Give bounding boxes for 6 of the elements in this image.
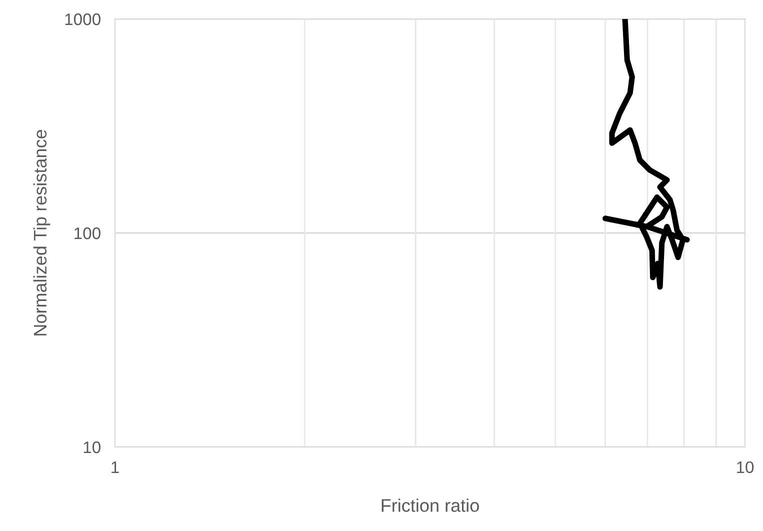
y-axis-title: Normalized Tip resistance	[33, 130, 50, 336]
x-axis-title: Friction ratio	[382, 498, 479, 512]
x-tick-label: 1	[112, 462, 119, 473]
y-tick-label: 100	[74, 227, 100, 240]
y-tick-label: 10	[84, 441, 100, 454]
y-tick-label: 1000	[65, 13, 100, 26]
